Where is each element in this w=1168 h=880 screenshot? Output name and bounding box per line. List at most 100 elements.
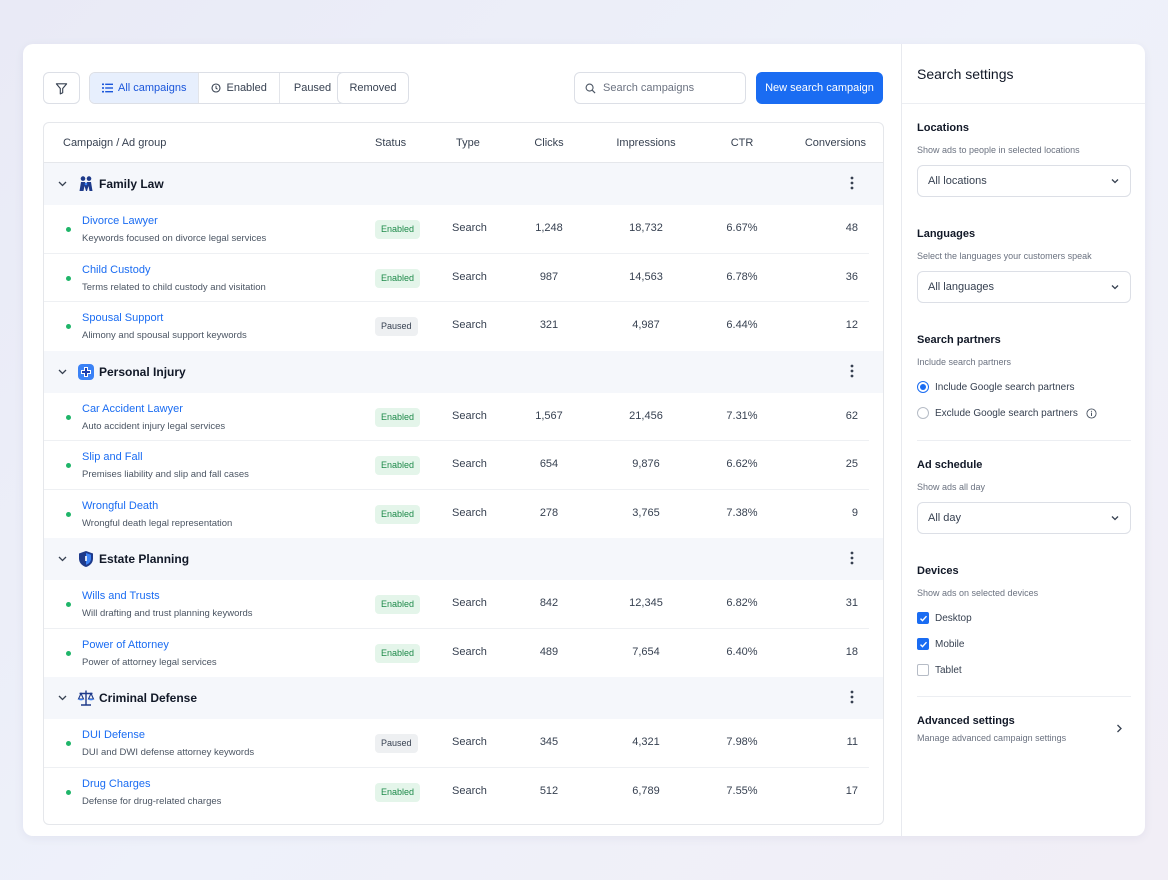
ad-group-link[interactable]: Wrongful Death	[82, 499, 159, 512]
ad-group-desc: Keywords focused on divorce legal servic…	[82, 233, 267, 244]
search-icon	[585, 83, 596, 94]
col-status[interactable]: Status	[375, 137, 407, 149]
clicks-cell: 321	[539, 319, 559, 331]
clicks-cell: 489	[539, 645, 559, 658]
table-row[interactable]: Spousal Support Alimony and spousal supp…	[44, 302, 869, 351]
tab-all-campaigns[interactable]: All campaigns	[90, 73, 200, 103]
table-row[interactable]: DUI Defense DUI and DWI defense attorney…	[44, 719, 869, 768]
include-partners-radio[interactable]	[917, 381, 929, 393]
conversions-cell: 62	[845, 409, 858, 422]
type-cell: Search	[452, 597, 487, 609]
impressions-cell: 12,345	[629, 597, 663, 609]
col-campaign[interactable]: Campaign / Ad group	[63, 137, 167, 149]
partners-title: Search partners	[917, 334, 1001, 346]
ad-group-link[interactable]: Spousal Support	[82, 312, 164, 324]
exclude-partners-option[interactable]: Exclude Google search partners	[917, 407, 1097, 419]
chevron-down-icon	[1111, 516, 1119, 521]
tablet-checkbox[interactable]	[917, 664, 929, 676]
impressions-cell: 9,876	[632, 458, 660, 470]
type-cell: Search	[452, 222, 487, 234]
filter-button[interactable]	[43, 72, 80, 104]
include-partners-option[interactable]: Include Google search partners	[917, 381, 1075, 393]
col-type[interactable]: Type	[456, 137, 480, 149]
type-cell: Search	[452, 784, 487, 797]
clicks-cell: 654	[539, 458, 559, 470]
locations-subtitle: Show ads to people in selected locations	[917, 145, 1080, 155]
more-options-icon[interactable]	[850, 364, 854, 378]
ctr-cell: 7.38%	[726, 506, 758, 519]
mobile-checkbox[interactable]	[917, 638, 929, 650]
table-row[interactable]: Power of Attorney Power of attorney lega…	[44, 629, 869, 678]
device-mobile[interactable]: Mobile	[917, 638, 964, 650]
col-clicks[interactable]: Clicks	[534, 137, 564, 149]
impressions-cell: 14,563	[629, 270, 663, 283]
ctr-cell: 6.67%	[726, 222, 758, 234]
exclude-partners-radio[interactable]	[917, 407, 929, 419]
schedule-select[interactable]: All day	[917, 502, 1131, 534]
campaign-group-family-law[interactable]: Family Law	[44, 163, 883, 205]
campaign-group-personal-injury[interactable]: Personal Injury	[44, 350, 883, 393]
languages-select[interactable]: All languages	[917, 271, 1131, 303]
table-row[interactable]: Car Accident Lawyer Auto accident injury…	[44, 393, 869, 441]
col-impressions[interactable]: Impressions	[616, 137, 676, 149]
ad-group-link[interactable]: Divorce Lawyer	[82, 215, 158, 227]
table-row[interactable]: Wrongful Death Wrongful death legal repr…	[44, 490, 869, 539]
col-conversions[interactable]: Conversions	[804, 137, 866, 149]
campaign-group-criminal-defense[interactable]: Criminal Defense	[44, 677, 883, 719]
group-name: Estate Planning	[99, 552, 190, 566]
ad-group-link[interactable]: Slip and Fall	[82, 451, 143, 463]
ctr-cell: 6.44%	[726, 319, 758, 331]
info-icon[interactable]	[1086, 407, 1097, 419]
more-options-icon[interactable]	[850, 176, 854, 190]
search-settings-panel: Search settings Locations Show ads to pe…	[901, 44, 1145, 836]
search-input[interactable]	[603, 82, 733, 94]
campaign-group-estate-planning[interactable]: Estate Planning	[44, 538, 883, 580]
conversions-cell: 12	[845, 319, 858, 331]
table-row[interactable]: Drug Charges Defense for drug-related ch…	[44, 768, 869, 817]
ad-group-desc: Premises liability and slip and fall cas…	[82, 469, 249, 480]
status-dot	[66, 741, 71, 746]
table-row[interactable]: Wills and Trusts Will drafting and trust…	[44, 580, 869, 629]
table-row[interactable]: Child Custody Terms related to child cus…	[44, 254, 869, 302]
chevron-down-icon[interactable]	[57, 692, 68, 703]
status-dot	[66, 227, 71, 232]
advanced-title: Advanced settings	[917, 715, 1015, 727]
tab-enabled[interactable]: Enabled	[199, 73, 280, 103]
ad-group-link[interactable]: Power of Attorney	[82, 638, 169, 651]
tab-paused[interactable]: Paused	[279, 73, 346, 103]
ad-group-link[interactable]: Child Custody	[82, 263, 151, 276]
chevron-down-icon[interactable]	[57, 366, 68, 377]
impressions-cell: 3,765	[632, 506, 660, 519]
table-row[interactable]: Slip and Fall Premises liability and sli…	[44, 441, 869, 490]
family-icon	[79, 176, 93, 191]
circle-status-icon	[211, 83, 222, 93]
app-card: All campaigns Enabled Paused Removed New…	[23, 44, 1145, 836]
removed-button[interactable]: Removed	[337, 72, 409, 104]
chevron-down-icon[interactable]	[57, 178, 68, 189]
device-desktop[interactable]: Desktop	[917, 612, 972, 624]
group-name: Family Law	[99, 177, 164, 191]
col-ctr[interactable]: CTR	[730, 137, 754, 149]
option-label: Tablet	[935, 664, 962, 676]
more-options-icon[interactable]	[850, 690, 854, 704]
conversions-cell: 17	[845, 784, 858, 797]
campaigns-panel: All campaigns Enabled Paused Removed New…	[23, 44, 901, 836]
ad-group-link[interactable]: Drug Charges	[82, 777, 151, 790]
type-cell: Search	[452, 736, 487, 748]
campaign-table: Campaign / Ad group Status Type Clicks I…	[43, 122, 884, 825]
ad-group-link[interactable]: DUI Defense	[82, 729, 145, 741]
device-tablet[interactable]: Tablet	[917, 664, 962, 676]
search-box[interactable]	[574, 72, 746, 104]
ad-group-link[interactable]: Car Accident Lawyer	[82, 402, 183, 415]
advanced-settings-row[interactable]: Advanced settings Manage advanced campai…	[902, 709, 1145, 751]
table-row[interactable]: Divorce Lawyer Keywords focused on divor…	[44, 205, 869, 254]
ad-group-desc: Power of attorney legal services	[82, 656, 217, 668]
devices-subtitle: Show ads on selected devices	[917, 588, 1039, 598]
ad-group-link[interactable]: Wills and Trusts	[82, 590, 160, 602]
new-search-campaign-button[interactable]: New search campaign	[756, 72, 883, 104]
desktop-checkbox[interactable]	[917, 612, 929, 624]
more-options-icon[interactable]	[850, 551, 854, 565]
removed-label: Removed	[349, 82, 397, 94]
locations-select[interactable]: All locations	[917, 165, 1131, 197]
chevron-down-icon[interactable]	[57, 553, 68, 564]
